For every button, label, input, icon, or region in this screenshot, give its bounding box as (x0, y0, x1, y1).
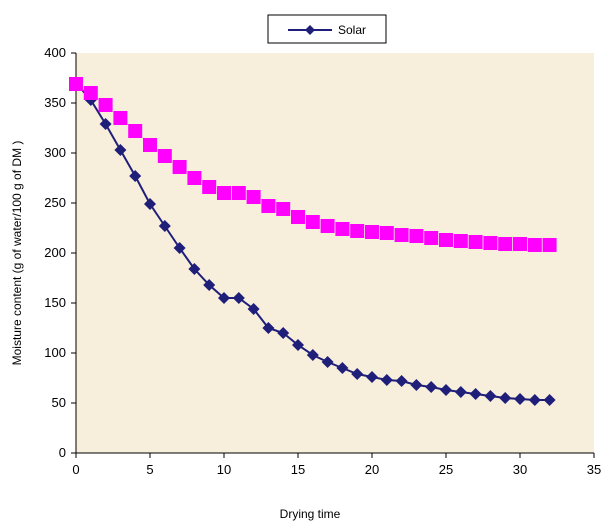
solar-point (410, 379, 423, 391)
y-tick-label: 150 (44, 295, 66, 310)
series-2-point (453, 234, 468, 248)
x-tick-label: 25 (439, 462, 453, 477)
series-2-point (128, 124, 143, 138)
series-2-point (187, 171, 202, 185)
solar-point (158, 220, 171, 232)
ticks: 0 50 100 150 200 250 300 350 400 0 5 10 15 20 25 30 35 (44, 45, 601, 477)
solar-point (425, 381, 438, 393)
series-2-point (217, 186, 231, 200)
solar-point (292, 339, 304, 351)
y-tick-label: 350 (44, 95, 66, 110)
series-2-point (261, 199, 276, 213)
solar-point (306, 349, 319, 361)
x-tick-label: 5 (146, 462, 153, 477)
solar-point (395, 375, 408, 387)
series-2-point (231, 186, 246, 200)
x-axis-title: Drying time (280, 507, 341, 521)
solar-point (277, 327, 290, 339)
solar-point (366, 371, 378, 383)
solar-point (380, 374, 393, 386)
series-2-point (98, 98, 113, 112)
series-2-point (527, 238, 542, 252)
x-tick-label: 30 (513, 462, 527, 477)
series-2-point (157, 149, 172, 163)
solar-point (203, 279, 216, 291)
x-tick-label: 35 (587, 462, 601, 477)
y-tick-label: 300 (44, 145, 66, 160)
legend-solar-marker (305, 25, 315, 35)
plot-area (76, 53, 594, 453)
series-2-point (498, 237, 513, 251)
legend: Solar (267, 14, 387, 44)
solar-point (173, 242, 186, 254)
x-tick-label: 15 (291, 462, 305, 477)
series-2-point (513, 237, 527, 251)
series-2-point (276, 202, 291, 216)
solar-point (99, 118, 112, 130)
series-2-point (542, 238, 557, 252)
series-2-point (305, 215, 320, 229)
solar-point (262, 322, 275, 334)
series-2-point (113, 111, 128, 125)
solar-point (144, 198, 156, 210)
y-axis-title: Moisture content (g of water/100 g of DM… (10, 141, 24, 366)
solar-point (218, 292, 230, 304)
series-2-point (468, 235, 483, 249)
series-layer (69, 77, 557, 406)
solar-point (454, 386, 467, 398)
y-tick-label: 100 (44, 345, 66, 360)
series-2-point (320, 219, 335, 233)
legend-solar-label: Solar (338, 23, 366, 37)
y-tick-label: 200 (44, 245, 66, 260)
series-2-point (379, 226, 394, 240)
series-2-point (365, 225, 379, 239)
series-2-point (483, 236, 498, 250)
solar-point (351, 368, 364, 380)
solar-point (336, 362, 349, 374)
solar-point (114, 144, 127, 156)
solar-point (247, 303, 260, 315)
solar-point (499, 392, 512, 404)
series-2-point (409, 229, 424, 243)
series-2-point (439, 233, 453, 247)
solar-point (232, 292, 245, 304)
series-2-point (172, 160, 187, 174)
series-2-point (394, 228, 409, 242)
x-tick-label: 20 (365, 462, 379, 477)
solar-point (440, 384, 452, 396)
y-tick-label: 50 (52, 395, 66, 410)
solar-point (543, 394, 556, 406)
y-tick-label: 400 (44, 45, 66, 60)
solar-point (469, 388, 482, 400)
solar-point (129, 170, 142, 182)
y-tick-label: 250 (44, 195, 66, 210)
x-tick-label: 10 (217, 462, 231, 477)
series-2-point (69, 77, 83, 91)
solar-point (528, 394, 541, 406)
series-2-point (335, 222, 350, 236)
solar-point (188, 263, 201, 275)
solar-point (321, 356, 334, 368)
solar-point (484, 390, 497, 402)
series-2-point (202, 180, 217, 194)
series-2-point (143, 138, 157, 152)
x-tick-label: 0 (72, 462, 79, 477)
series-2-point (350, 224, 365, 238)
y-tick-label: 0 (59, 445, 66, 460)
series-2-point (424, 231, 439, 245)
solar-point (514, 393, 526, 405)
series-2-point (83, 86, 98, 100)
series-2-point (246, 190, 261, 204)
series-2-point (291, 210, 305, 224)
